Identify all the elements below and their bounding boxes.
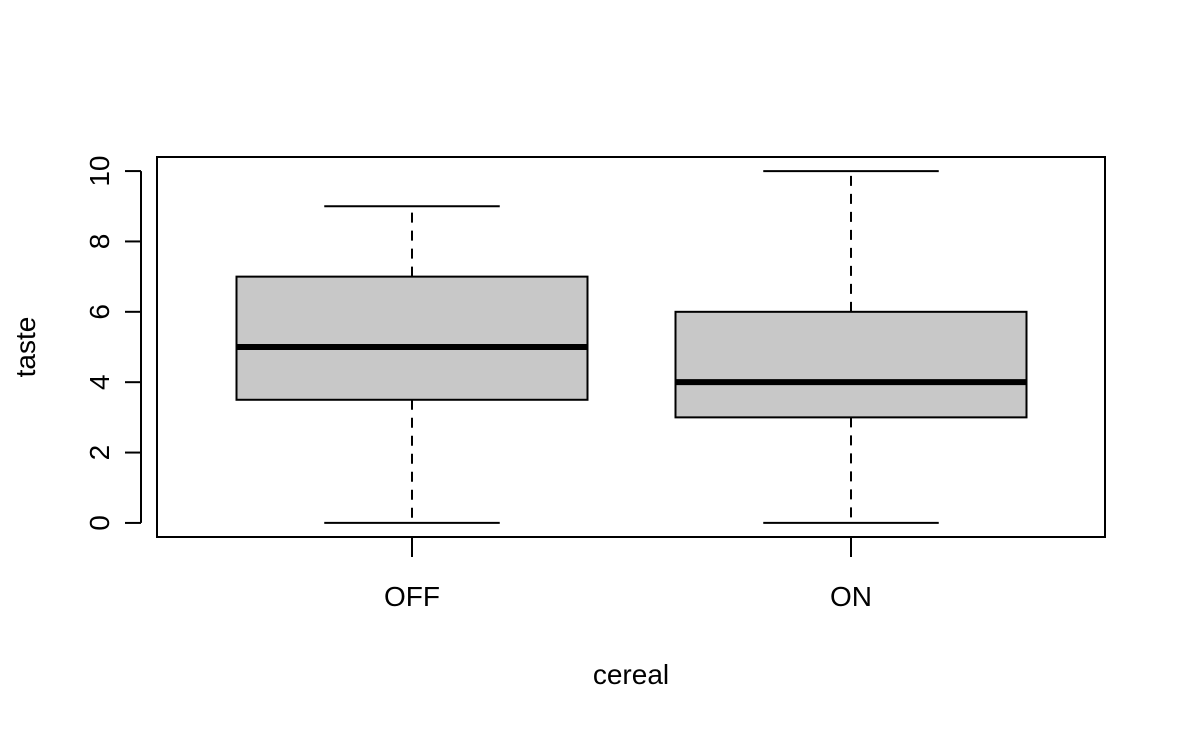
x-axis-title: cereal	[593, 659, 669, 690]
x-tick-label: OFF	[384, 581, 440, 612]
y-axis: 0 2 4 6 8 10	[84, 155, 142, 531]
box-on	[674, 170, 1028, 524]
x-tick-label: ON	[830, 581, 872, 612]
y-tick-label: 4	[84, 374, 115, 390]
iqr-box	[674, 310, 1028, 419]
box-off	[235, 205, 589, 524]
x-axis: OFF ON	[384, 536, 872, 612]
y-tick-label: 2	[84, 445, 115, 461]
boxes-layer	[235, 170, 1028, 524]
y-tick-label: 10	[84, 155, 115, 186]
y-axis-title: taste	[10, 317, 41, 378]
iqr-box	[235, 275, 589, 401]
y-tick-label: 0	[84, 515, 115, 531]
y-tick-label: 6	[84, 304, 115, 320]
y-tick-label: 8	[84, 234, 115, 250]
